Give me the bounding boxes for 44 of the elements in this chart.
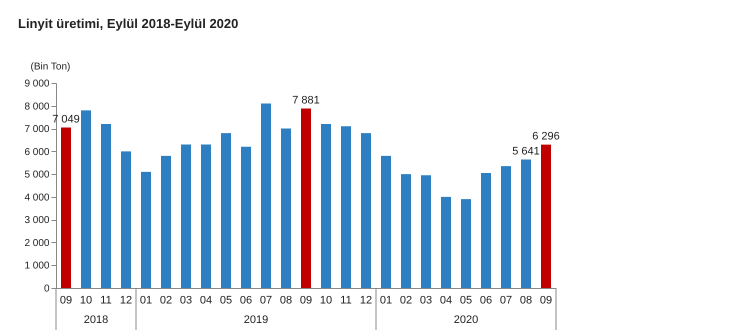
- x-tick-label: 08: [520, 294, 532, 306]
- y-tick-label: 9 000: [24, 78, 50, 90]
- x-tick-label: 09: [300, 294, 312, 306]
- y-tick-label: 7 000: [24, 124, 50, 136]
- x-tick-label: 07: [260, 294, 272, 306]
- y-axis-title: (Bin Ton): [30, 62, 70, 72]
- x-tick-label: 06: [240, 294, 252, 306]
- y-tick-label: 2 000: [24, 238, 50, 249]
- x-tick-label: 02: [160, 294, 172, 306]
- chart-title: Linyit üretimi, Eylül 2018-Eylül 2020: [18, 16, 238, 31]
- x-tick-label: 12: [360, 294, 372, 306]
- data-label: 5 641: [512, 146, 540, 158]
- x-tick-label: 01: [380, 294, 392, 306]
- x-tick-label: 02: [400, 294, 412, 306]
- x-tick-label: 10: [80, 294, 92, 306]
- x-tick-label: 09: [60, 294, 72, 306]
- x-tick-label: 07: [500, 294, 512, 306]
- text: 2018: [84, 314, 108, 326]
- y-tick-label: 5 000: [24, 170, 50, 181]
- x-tick-label: 11: [100, 294, 112, 306]
- text: 2019: [244, 314, 268, 326]
- x-tick-label: 10: [320, 294, 332, 306]
- x-tick-label: 04: [200, 294, 212, 306]
- x-tick-label: 05: [460, 294, 472, 306]
- y-tick-label: 8 000: [24, 101, 50, 112]
- y-tick-label: 6 000: [24, 146, 50, 158]
- data-label: 7 049: [52, 113, 80, 126]
- y-tick-label: 3 000: [24, 215, 50, 226]
- x-tick-label: 08: [280, 294, 292, 306]
- y-tick-label: 4 000: [24, 192, 50, 204]
- y-tick-label: 0: [44, 284, 50, 294]
- x-tick-label: 03: [180, 294, 192, 306]
- x-tick-label: 06: [480, 294, 492, 306]
- x-tick-label: 01: [140, 294, 152, 306]
- x-tick-label: 09: [540, 294, 552, 306]
- x-tick-label: 03: [420, 294, 432, 306]
- x-tick-label: 04: [440, 294, 452, 306]
- y-tick-label: 1 000: [24, 260, 50, 272]
- data-label: 7 881: [292, 94, 320, 106]
- x-tick-label: 11: [340, 294, 352, 306]
- data-label: 6 296: [532, 130, 560, 143]
- x-tick-label: 05: [220, 294, 232, 306]
- x-tick-label: 12: [120, 294, 132, 306]
- text: 2020: [454, 314, 478, 326]
